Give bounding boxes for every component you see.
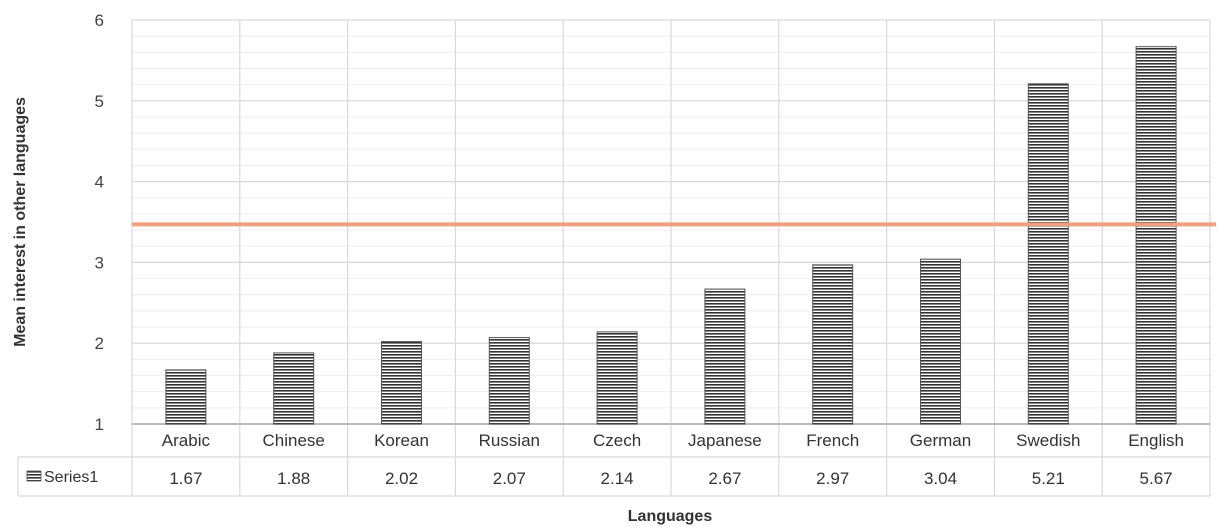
table-value: 5.21 xyxy=(1032,469,1065,488)
y-tick-label: 5 xyxy=(95,92,104,111)
y-axis-ticks: 1 2 3 4 5 6 xyxy=(95,11,104,434)
table-value: 2.67 xyxy=(708,469,741,488)
table-value: 5.67 xyxy=(1140,469,1173,488)
y-axis-title: Mean interest in other languages xyxy=(12,97,29,347)
legend-label: Series1 xyxy=(44,469,98,486)
bar-french xyxy=(812,264,854,425)
bars xyxy=(165,46,1177,425)
bar-russian xyxy=(488,337,530,425)
y-tick-label: 2 xyxy=(95,334,104,353)
table-value: 3.04 xyxy=(924,469,957,488)
x-axis-title: Languages xyxy=(628,508,713,525)
table-value: 2.97 xyxy=(816,469,849,488)
bar-english xyxy=(1135,46,1177,425)
x-tick-label: Russian xyxy=(479,431,540,450)
x-tick-label: Chinese xyxy=(263,431,325,450)
x-tick-label: Arabic xyxy=(162,431,211,450)
bar-korean xyxy=(381,341,422,425)
bar-japanese xyxy=(704,288,746,425)
table-value: 1.67 xyxy=(169,469,202,488)
x-tick-label: English xyxy=(1128,431,1184,450)
x-tick-label: Japanese xyxy=(688,431,762,450)
y-tick-label: 1 xyxy=(95,415,104,434)
y-tick-label: 3 xyxy=(95,253,104,272)
bar-arabic xyxy=(165,369,207,425)
x-tick-label: Korean xyxy=(374,431,429,450)
table-value: 2.14 xyxy=(601,469,634,488)
x-tick-label: French xyxy=(806,431,859,450)
y-tick-label: 6 xyxy=(95,11,104,30)
table-value: 2.07 xyxy=(493,469,526,488)
table-value: 2.02 xyxy=(385,469,418,488)
data-table: Arabic 1.67 Chinese 1.88 Korean 2.02 Russian 2.… xyxy=(17,431,1210,497)
x-tick-label: Swedish xyxy=(1016,431,1080,450)
y-tick-label: 4 xyxy=(95,173,104,192)
legend-swatch xyxy=(26,470,42,482)
bar-swedish xyxy=(1027,83,1069,425)
bar-czech xyxy=(596,331,638,425)
table-value: 1.88 xyxy=(277,469,310,488)
bar-chinese xyxy=(273,352,315,425)
x-tick-label: Czech xyxy=(593,431,641,450)
x-tick-label: German xyxy=(910,431,971,450)
bar-german xyxy=(920,258,961,425)
